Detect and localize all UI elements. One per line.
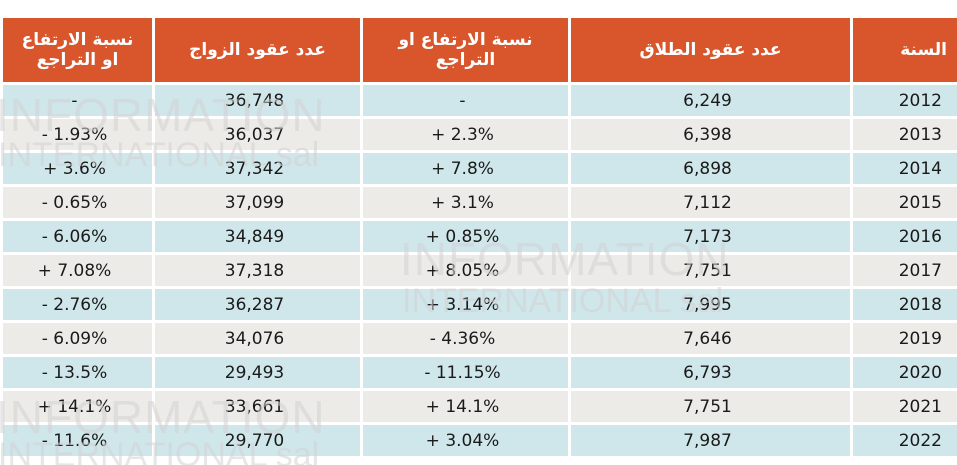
cell-marriage-change: + 14.1% [0,388,152,422]
table-row: 2018 7,995 + 3.14% 36,287- 2.76% [0,286,957,320]
cell-divorce-count: 6,793 [568,354,850,388]
cell-divorce-change: + 3.04% [360,422,568,456]
header-marriage-count: عدد عقود الزواج [152,18,360,82]
table-body: 2012 6,249-36,748-2013 6,398 + 2.3% 36,037- … [0,82,957,456]
cell-marriage-change: - 11.6% [0,422,152,456]
cell-marriage-count: 29,493 [152,354,360,388]
table-row: 2016 7,173 + 0.85% 34,849- 6.06% [0,218,957,252]
cell-year: 2021 [850,388,957,422]
cell-divorce-count: 6,898 [568,150,850,184]
cell-marriage-count: 34,076 [152,320,360,354]
cell-marriage-count: 36,748 [152,82,360,116]
cell-year: 2016 [850,218,957,252]
cell-divorce-change: + 8.05% [360,252,568,286]
cell-marriage-count: 36,287 [152,286,360,320]
cell-divorce-count: 7,751 [568,388,850,422]
cell-year: 2017 [850,252,957,286]
statistics-table: السنة عدد عقود الطلاق نسبة الارتفاع او ا… [0,18,957,456]
table-row: 2017 7,751 + 8.05% 37,318 + 7.08% [0,252,957,286]
cell-divorce-change: + 0.85% [360,218,568,252]
table-row: 2019 7,646- 4.36% 34,076- 6.09% [0,320,957,354]
cell-year: 2013 [850,116,957,150]
cell-divorce-change: + 14.1% [360,388,568,422]
cell-divorce-change: + 3.1% [360,184,568,218]
header-year: السنة [850,18,957,82]
cell-marriage-change: + 3.6% [0,150,152,184]
table-row: 2021 7,751 + 14.1% 33,661 + 14.1% [0,388,957,422]
cell-marriage-change: - 6.06% [0,218,152,252]
cell-divorce-count: 7,987 [568,422,850,456]
header-row: السنة عدد عقود الطلاق نسبة الارتفاع او ا… [0,18,957,82]
cell-divorce-change: + 2.3% [360,116,568,150]
cell-year: 2018 [850,286,957,320]
cell-divorce-count: 7,112 [568,184,850,218]
table-row: 2013 6,398 + 2.3% 36,037- 1.93% [0,116,957,150]
cell-marriage-count: 34,849 [152,218,360,252]
header-marriage-change: نسبة الارتفاع او التراجع [0,18,152,82]
table-row: 2020 6,793- 11.15% 29,493- 13.5% [0,354,957,388]
cell-divorce-count: 7,995 [568,286,850,320]
cell-marriage-count: 33,661 [152,388,360,422]
cell-marriage-count: 37,099 [152,184,360,218]
cell-marriage-change: - 13.5% [0,354,152,388]
cell-year: 2022 [850,422,957,456]
cell-marriage-change: - 2.76% [0,286,152,320]
cell-marriage-change: - 1.93% [0,116,152,150]
cell-divorce-change: + 3.14% [360,286,568,320]
cell-divorce-count: 7,751 [568,252,850,286]
cell-divorce-count: 7,173 [568,218,850,252]
cell-year: 2015 [850,184,957,218]
cell-year: 2014 [850,150,957,184]
table-row: 2022 7,987 + 3.04% 29,770- 11.6% [0,422,957,456]
cell-year: 2019 [850,320,957,354]
table-row: 2014 6,898 + 7.8% 37,342 + 3.6% [0,150,957,184]
cell-divorce-change: - 4.36% [360,320,568,354]
cell-divorce-count: 6,398 [568,116,850,150]
cell-divorce-change: - [360,82,568,116]
cell-divorce-count: 6,249 [568,82,850,116]
table-row: 2015 7,112 + 3.1% 37,099- 0.65% [0,184,957,218]
cell-marriage-change: - 0.65% [0,184,152,218]
cell-year: 2012 [850,82,957,116]
cell-divorce-change: + 7.8% [360,150,568,184]
cell-marriage-count: 36,037 [152,116,360,150]
cell-divorce-count: 7,646 [568,320,850,354]
cell-year: 2020 [850,354,957,388]
cell-marriage-count: 29,770 [152,422,360,456]
table-row: 2012 6,249-36,748- [0,82,957,116]
cell-marriage-change: - 6.09% [0,320,152,354]
header-divorce-count: عدد عقود الطلاق [568,18,850,82]
cell-marriage-count: 37,318 [152,252,360,286]
cell-marriage-change: - [0,82,152,116]
cell-marriage-change: + 7.08% [0,252,152,286]
cell-divorce-change: - 11.15% [360,354,568,388]
header-divorce-change: نسبة الارتفاع او التراجع [360,18,568,82]
cell-marriage-count: 37,342 [152,150,360,184]
